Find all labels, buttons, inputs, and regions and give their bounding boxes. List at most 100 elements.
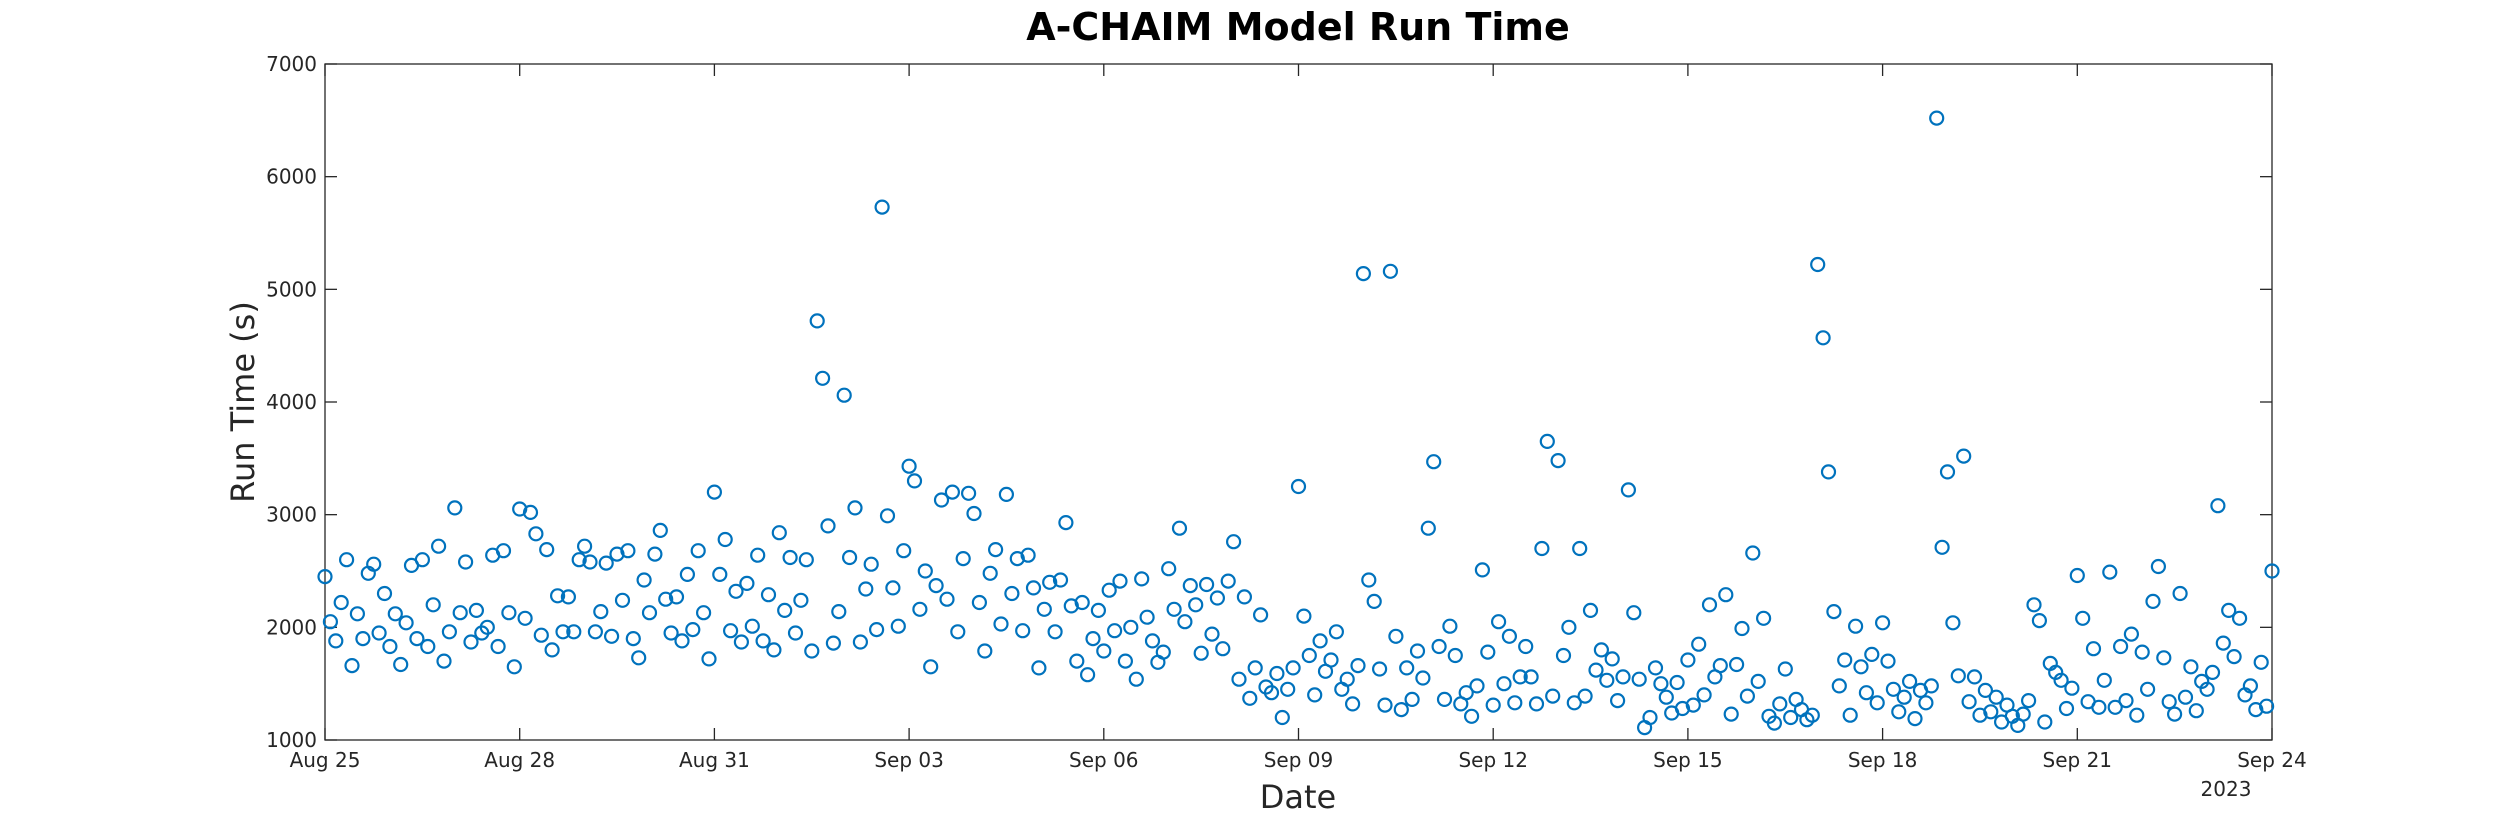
data-point	[2177, 689, 2194, 705]
data-point	[1766, 715, 1783, 731]
data-point	[2037, 714, 2053, 730]
data-point	[1328, 624, 1345, 640]
y-tick-label: 5000	[266, 277, 317, 301]
x-tick-label: Sep 06	[1069, 748, 1139, 772]
data-point	[820, 518, 836, 534]
data-point	[1869, 695, 1885, 711]
data-point	[1642, 709, 1658, 726]
data-point	[463, 634, 479, 650]
data-point	[1069, 653, 1085, 669]
data-point	[431, 538, 447, 554]
data-point	[695, 605, 712, 621]
data-point	[733, 634, 750, 650]
data-point	[755, 633, 771, 649]
data-point	[495, 543, 512, 559]
data-point	[2020, 692, 2037, 709]
data-point	[528, 526, 544, 542]
data-point	[2085, 641, 2102, 657]
x-tick-label: Aug 31	[679, 748, 750, 772]
x-tick-label: Aug 28	[484, 748, 555, 772]
data-point	[1864, 646, 1880, 663]
data-point	[1204, 626, 1220, 642]
data-point	[339, 552, 355, 568]
data-point	[1983, 704, 1999, 720]
data-point	[1307, 687, 1323, 703]
data-point	[1404, 691, 1420, 708]
data-point	[1885, 681, 1902, 697]
data-point	[1269, 665, 1285, 682]
data-point	[2113, 638, 2129, 655]
data-point	[1101, 582, 1117, 598]
data-point	[317, 568, 333, 585]
data-point	[955, 550, 971, 567]
data-point	[593, 603, 609, 620]
data-point	[1609, 692, 1626, 709]
data-point	[2199, 681, 2215, 697]
data-point	[1929, 110, 1945, 126]
data-point	[966, 505, 982, 522]
data-point	[804, 643, 820, 659]
data-point	[1323, 652, 1339, 668]
data-point	[858, 581, 874, 597]
data-point	[452, 605, 468, 621]
data-point	[1701, 597, 1718, 613]
data-point	[1501, 628, 1518, 644]
data-point	[1945, 615, 1961, 631]
data-point	[814, 370, 831, 386]
data-point	[1685, 697, 1701, 713]
data-point	[717, 531, 733, 548]
data-point	[1247, 660, 1263, 676]
data-point	[647, 546, 663, 562]
data-point	[901, 458, 917, 474]
data-point	[1409, 643, 1426, 659]
data-point	[993, 616, 1009, 632]
data-point	[1171, 520, 1188, 536]
data-point	[1496, 676, 1512, 692]
data-point	[603, 628, 620, 644]
data-point	[2161, 694, 2177, 710]
data-point	[1847, 618, 1864, 634]
data-point	[1907, 710, 1923, 727]
data-point	[987, 541, 1004, 558]
data-point	[376, 585, 393, 602]
y-tick-label: 2000	[266, 615, 317, 639]
data-point	[2064, 680, 2080, 696]
data-point	[636, 572, 652, 588]
data-point	[663, 625, 679, 641]
data-point	[1507, 695, 1523, 711]
data-point	[533, 627, 549, 643]
data-point	[1480, 644, 1496, 660]
data-point	[885, 580, 901, 596]
data-point	[960, 485, 977, 501]
data-point	[2015, 706, 2031, 722]
data-point	[1723, 706, 1739, 722]
data-point	[2156, 650, 2172, 666]
data-point	[712, 566, 728, 583]
data-point	[690, 543, 706, 559]
data-point	[1415, 670, 1431, 686]
data-point	[1555, 647, 1572, 664]
data-point	[1918, 695, 1934, 711]
data-point	[2145, 593, 2161, 610]
data-point	[1853, 659, 1869, 675]
y-tick-label: 7000	[266, 52, 317, 76]
data-point	[1561, 619, 1577, 635]
data-point	[939, 591, 955, 607]
data-point	[766, 642, 782, 658]
data-point	[1696, 687, 1712, 703]
data-point	[1280, 681, 1296, 697]
x-tick-label: Sep 15	[1653, 748, 1723, 772]
data-point	[1161, 561, 1177, 577]
data-point	[652, 522, 668, 539]
data-point	[1772, 696, 1788, 712]
data-point	[1842, 707, 1858, 723]
data-point	[1371, 661, 1388, 677]
data-point	[1198, 576, 1215, 593]
data-point	[722, 623, 739, 639]
data-point	[2096, 672, 2112, 688]
data-point	[777, 602, 793, 619]
data-point	[517, 610, 533, 626]
data-point	[501, 605, 517, 621]
data-point	[1112, 573, 1128, 589]
